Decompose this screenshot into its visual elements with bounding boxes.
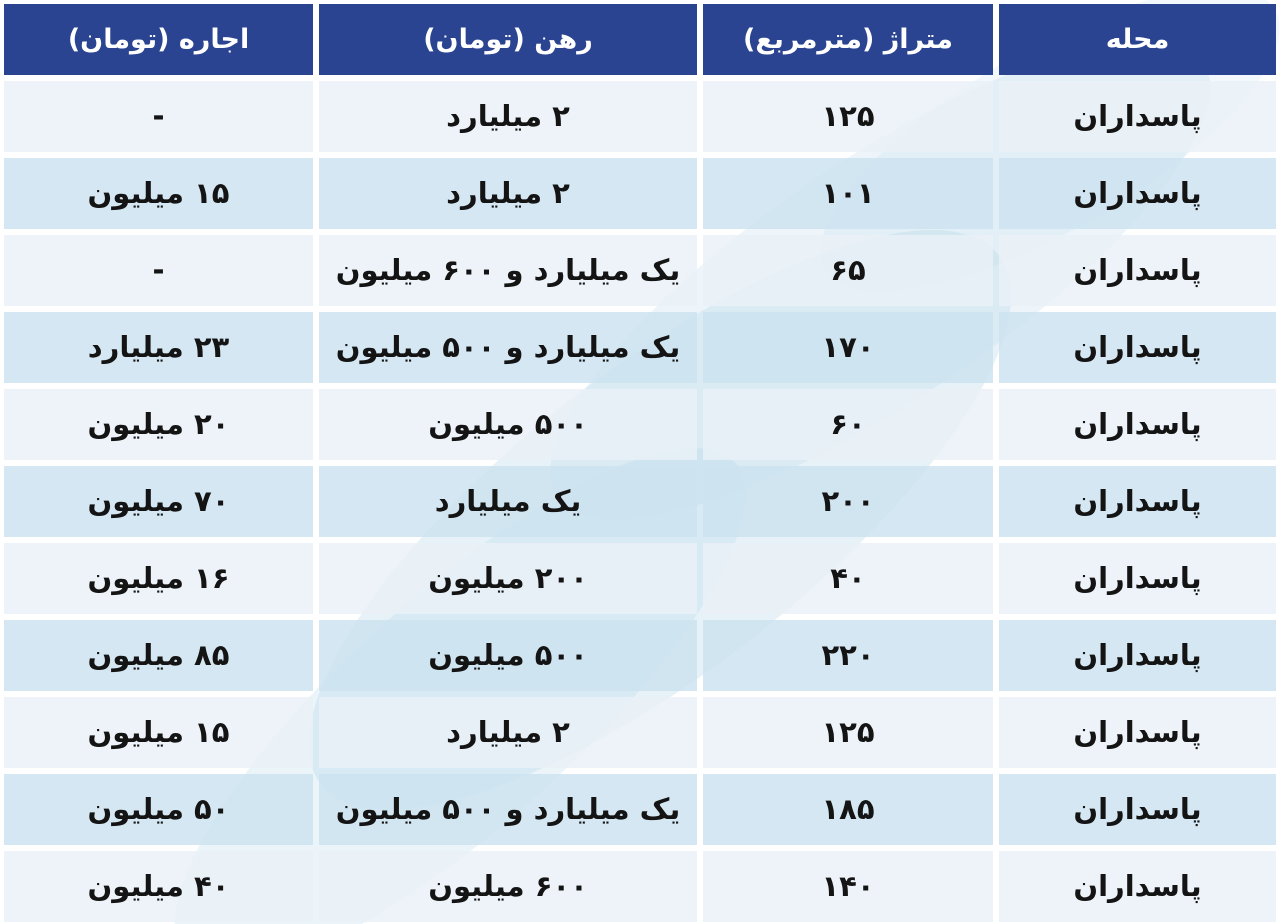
cell-area: ۱۷۰ [703, 312, 993, 383]
cell-rent: - [4, 235, 313, 306]
cell-neighborhood: پاسداران [999, 312, 1276, 383]
cell-deposit: یک میلیارد و ۶۰۰ میلیون [319, 235, 697, 306]
header-cell-deposit: رهن (تومان) [319, 4, 697, 75]
cell-rent: ۴۰ میلیون [4, 851, 313, 922]
cell-rent: ۸۵ میلیون [4, 620, 313, 691]
cell-rent: ۷۰ میلیون [4, 466, 313, 537]
cell-rent: ۵۰ میلیون [4, 774, 313, 845]
cell-deposit: ۵۰۰ میلیون [319, 389, 697, 460]
cell-neighborhood: پاسداران [999, 774, 1276, 845]
cell-deposit: ۲۰۰ میلیون [319, 543, 697, 614]
cell-deposit: یک میلیارد و ۵۰۰ میلیون [319, 312, 697, 383]
cell-neighborhood: پاسداران [999, 158, 1276, 229]
header-cell-neighborhood: محله [999, 4, 1276, 75]
cell-rent: ۱۵ میلیون [4, 697, 313, 768]
cell-rent: ۲۰ میلیون [4, 389, 313, 460]
cell-area: ۲۰۰ [703, 466, 993, 537]
cell-deposit: ۵۰۰ میلیون [319, 620, 697, 691]
cell-rent: ۱۵ میلیون [4, 158, 313, 229]
cell-area: ۲۲۰ [703, 620, 993, 691]
cell-deposit: ۲ میلیارد [319, 697, 697, 768]
cell-area: ۱۸۵ [703, 774, 993, 845]
cell-deposit: ۶۰۰ میلیون [319, 851, 697, 922]
cell-deposit: ۲ میلیارد [319, 81, 697, 152]
cell-neighborhood: پاسداران [999, 620, 1276, 691]
cell-neighborhood: پاسداران [999, 466, 1276, 537]
cell-area: ۴۰ [703, 543, 993, 614]
cell-neighborhood: پاسداران [999, 81, 1276, 152]
cell-area: ۶۵ [703, 235, 993, 306]
cell-area: ۱۲۵ [703, 697, 993, 768]
cell-neighborhood: پاسداران [999, 543, 1276, 614]
cell-rent: ۱۶ میلیون [4, 543, 313, 614]
cell-area: ۱۲۵ [703, 81, 993, 152]
cell-neighborhood: پاسداران [999, 235, 1276, 306]
header-cell-area: متراژ (مترمربع) [703, 4, 993, 75]
header-cell-rent: اجاره (تومان) [4, 4, 313, 75]
cell-deposit: ۲ میلیارد [319, 158, 697, 229]
cell-neighborhood: پاسداران [999, 389, 1276, 460]
cell-neighborhood: پاسداران [999, 697, 1276, 768]
cell-neighborhood: پاسداران [999, 851, 1276, 922]
cell-rent: ۲۳ میلیارد [4, 312, 313, 383]
cell-rent: - [4, 81, 313, 152]
cell-area: ۱۰۱ [703, 158, 993, 229]
cell-area: ۱۴۰ [703, 851, 993, 922]
cell-deposit: یک میلیارد و ۵۰۰ میلیون [319, 774, 697, 845]
cell-deposit: یک میلیارد [319, 466, 697, 537]
cell-area: ۶۰ [703, 389, 993, 460]
